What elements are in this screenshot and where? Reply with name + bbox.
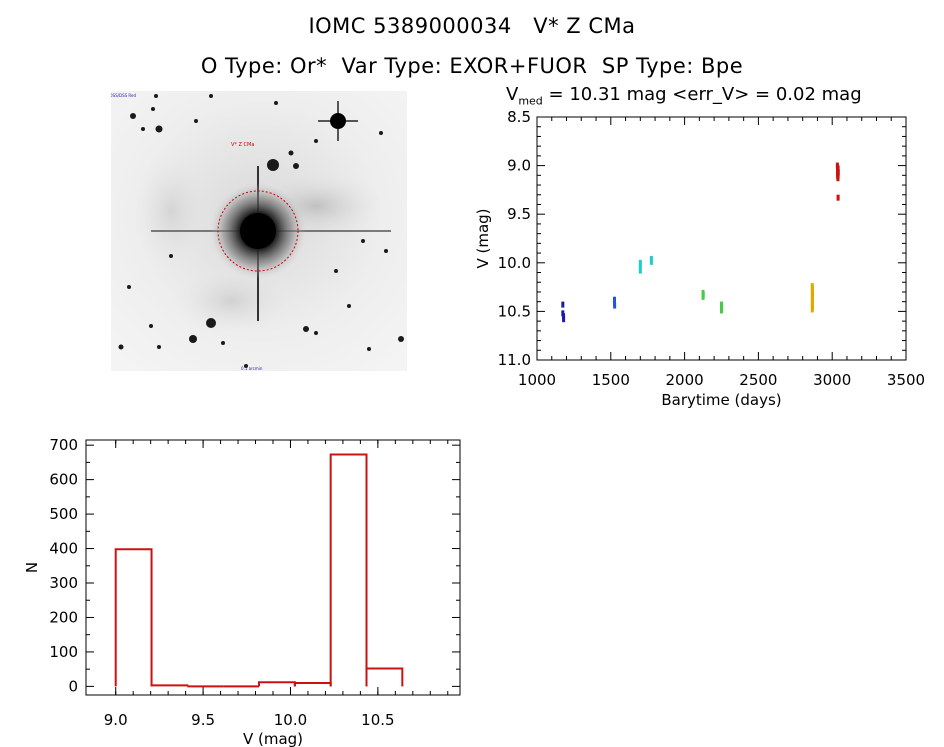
chart-title-line2: O Type: Or* Var Type: EXOR+FUOR SP Type:… (200, 54, 744, 78)
svg-text:0.1 arcmin: 0.1 arcmin (241, 366, 263, 371)
vmed-values: = 10.31 mag <err_V> = 0.02 mag (542, 84, 862, 105)
lc-x-tick-label: 3500 (887, 371, 925, 389)
vmed-symbol: V (506, 84, 519, 105)
histogram-y-tick-labels: 0 100 200 300 400 500 600 700 (49, 436, 78, 695)
sky-image-stamp: V* Z CMa POSS/DSS Red 0.1 arcmin (111, 91, 407, 371)
histogram-x-tick-labels: 9.0 9.5 10.0 10.5 (104, 711, 395, 729)
h-y-tick-label: 300 (49, 574, 78, 592)
histogram-bar (329, 453, 368, 687)
lc-data-point (836, 194, 840, 201)
histogram-axis-ticks (86, 440, 460, 695)
lightcurve-y-tick-labels: 8.5 9.0 9.5 10.0 10.5 11.0 (498, 108, 531, 369)
h-x-tick-label: 9.0 (104, 711, 128, 729)
h-y-tick-label: 100 (49, 643, 78, 661)
vmed-subscript: med (518, 94, 543, 108)
lc-x-tick-label: 2000 (666, 371, 704, 389)
histogram-bar (150, 684, 189, 687)
lc-data-point (638, 263, 642, 270)
h-y-tick-label: 700 (49, 436, 78, 454)
lightcurve-plot-frame (536, 116, 907, 361)
lc-data-point (613, 302, 617, 309)
lc-y-tick-label: 9.5 (507, 205, 531, 223)
lc-data-point (810, 306, 814, 313)
histogram-bars (114, 453, 404, 688)
lc-data-point (836, 175, 840, 182)
svg-text:V* Z CMa: V* Z CMa (231, 142, 254, 148)
lc-data-point (638, 267, 642, 274)
h-x-tick-label: 10.5 (361, 711, 394, 729)
lightcurve-x-axis-label: Barytime (days) (661, 391, 781, 409)
lc-y-tick-label: 10.0 (498, 254, 531, 272)
lightcurve-title: Vmed = 10.31 mag <err_V> = 0.02 mag (506, 84, 862, 108)
lc-y-tick-label: 9.0 (507, 157, 531, 175)
lightcurve-axis-ticks (536, 116, 907, 361)
histogram-y-axis-label: N (23, 562, 41, 573)
lc-x-tick-label: 2500 (739, 371, 777, 389)
h-y-tick-label: 0 (68, 677, 78, 695)
lc-y-tick-label: 8.5 (507, 108, 531, 126)
histogram-bar (365, 667, 404, 687)
lc-x-tick-label: 1500 (592, 371, 630, 389)
lc-data-point (649, 258, 653, 265)
h-x-tick-label: 10.0 (274, 711, 307, 729)
svg-text:POSS/DSS Red: POSS/DSS Red (111, 93, 136, 98)
lc-x-tick-label: 3000 (813, 371, 851, 389)
histogram-plot-frame (85, 439, 461, 696)
lc-y-tick-label: 11.0 (498, 351, 531, 369)
lc-data-point (720, 307, 723, 314)
lc-data-point (562, 316, 566, 323)
h-y-tick-label: 600 (49, 471, 78, 489)
lc-x-tick-label: 1000 (518, 371, 556, 389)
lightcurve-x-tick-labels: 1000 1500 2000 2500 3000 3500 (518, 371, 925, 389)
histogram-bar (293, 681, 332, 687)
histogram-x-axis-label: V (mag) (243, 730, 303, 747)
h-y-tick-label: 400 (49, 540, 78, 558)
h-x-tick-label: 9.5 (191, 711, 215, 729)
lc-y-tick-label: 10.5 (498, 302, 531, 320)
sky-image-graphic: V* Z CMa POSS/DSS Red 0.1 arcmin (111, 91, 407, 371)
lightcurve-y-axis-label: V (mag) (474, 208, 492, 268)
chart-title-line1: IOMC 5389000034 V* Z CMa (308, 14, 636, 38)
h-y-tick-label: 200 (49, 608, 78, 626)
histogram-bar (258, 681, 296, 687)
lightcurve-points (561, 162, 840, 323)
lc-data-point (561, 301, 565, 308)
histogram-bar (114, 548, 153, 687)
lc-data-point (638, 259, 642, 266)
lc-data-point (701, 293, 705, 300)
h-y-tick-label: 500 (49, 505, 78, 523)
